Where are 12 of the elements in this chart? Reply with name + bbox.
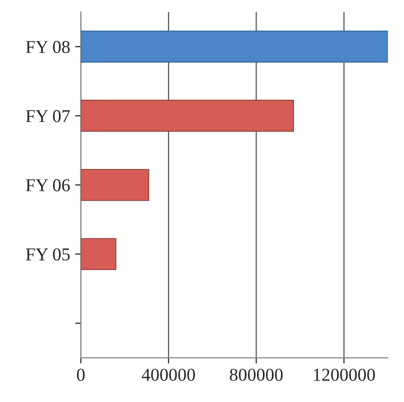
bar [80, 30, 388, 63]
x-tick-label: 800000 [230, 368, 283, 381]
x-tick-label: 400000 [142, 368, 195, 381]
y-tick-label: FY 06 [26, 179, 70, 192]
bar [80, 168, 150, 201]
bar [80, 100, 294, 132]
y-tick-label: FY 07 [26, 110, 70, 122]
x-tick-label: 0 [76, 368, 85, 381]
y-tick-label: FY 08 [26, 40, 70, 54]
y-tick-label: FY 05 [26, 248, 70, 261]
x-tick-label: 1200000 [314, 368, 375, 381]
bar [80, 238, 116, 270]
